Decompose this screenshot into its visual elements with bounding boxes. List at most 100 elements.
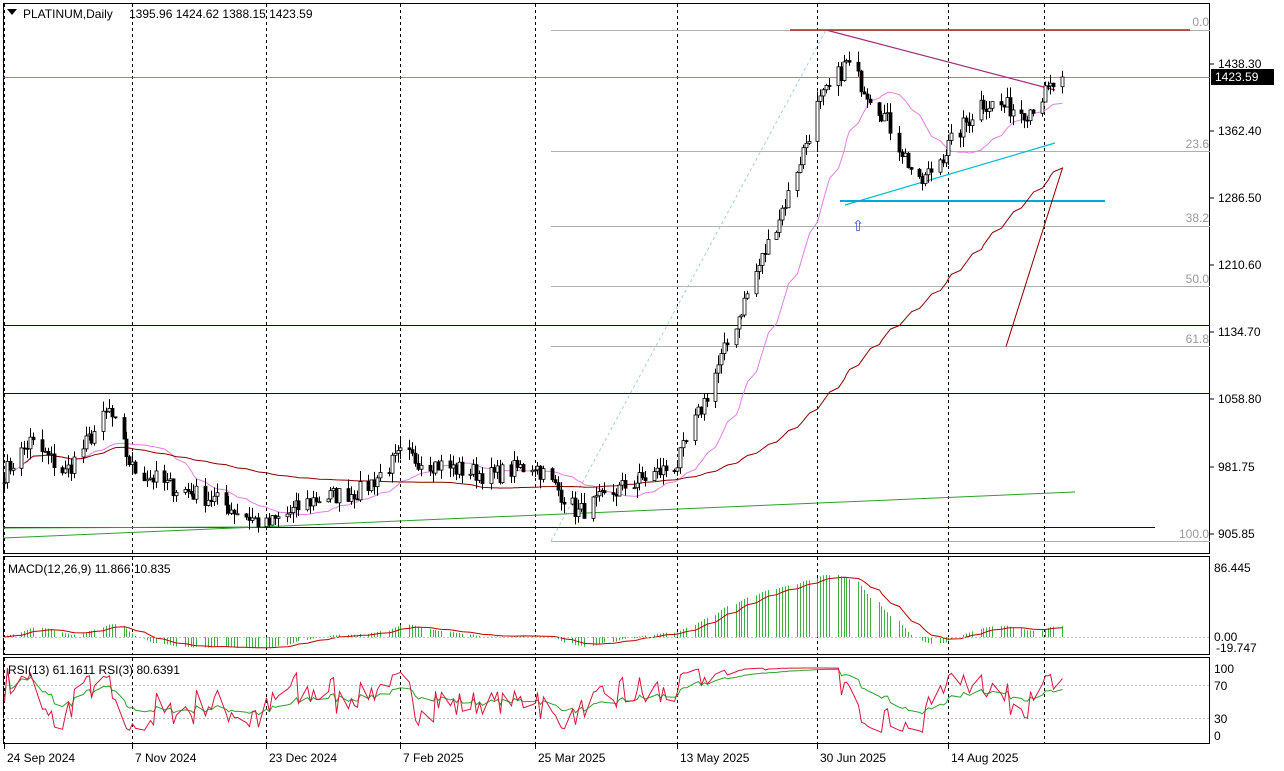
price-tick-label: 1362.40 [1218,124,1262,138]
candle [162,464,167,491]
candle [582,492,587,519]
candle [72,451,77,479]
candle [716,355,721,384]
candle [5,454,10,489]
candle [1051,82,1056,92]
candle [818,89,823,109]
candle [133,460,138,475]
time-tick-label: 23 Dec 2024 [269,751,337,765]
candle [999,93,1004,111]
time-tick-label: 24 Sep 2024 [7,751,75,765]
candle [766,229,771,255]
candle [288,505,293,519]
candle [1060,70,1065,94]
rsi-label: RSI(13) 61.1611 RSI(3) 80.6391 [8,663,180,677]
price-tick-label: 1134.70 [1218,325,1261,339]
candle [946,134,951,165]
candle [693,408,698,446]
candle [652,466,657,481]
candle [906,151,911,169]
candle [428,456,433,476]
fib-level-61: 61.8 [1186,332,1210,346]
candle [40,429,45,462]
candle [917,168,922,179]
candle [623,473,628,496]
candle [576,499,581,523]
candle [713,368,718,408]
candle [681,432,686,457]
ascending-support-line[interactable] [844,142,1056,206]
fibonacci-retracement[interactable]: 0.0 23.6 38.2 50.0 61.8 100.0 [550,15,1210,542]
candle [84,426,89,452]
macd-label: MACD(12,26,9) 11.866 10.835 [8,562,171,576]
candle [433,461,438,476]
candle [358,470,363,503]
candle [174,489,179,502]
descending-resistance-line[interactable] [825,29,1056,91]
candle [987,100,992,119]
candle [964,115,969,133]
candle [807,134,812,145]
candle [398,439,403,460]
rsi-pane [3,657,1210,744]
candle [591,495,596,522]
candle [81,439,86,464]
candle [378,463,383,482]
time-tick-label: 13 May 2025 [680,751,750,765]
candle [882,104,887,122]
candle [678,447,683,474]
triangle-down-icon[interactable] [7,9,17,15]
candle [407,439,412,460]
macd-signal-line [4,576,1063,649]
time-tick-label: 30 Jun 2025 [820,751,886,765]
moving-average-slow [24,167,1064,489]
price-tick-label: 1286.50 [1218,191,1262,205]
candle [961,110,966,147]
candle [46,447,51,465]
candle [110,405,115,427]
fib-level-38: 38.2 [1186,211,1210,225]
candle [550,467,555,482]
candle [859,69,864,97]
green-trendline-base[interactable] [2,526,249,529]
fib-level-23: 23.6 [1186,137,1210,151]
price-tick-label: 1210.60 [1218,258,1262,272]
candle [888,103,893,141]
candle [573,491,578,525]
candle [226,495,231,516]
candle [515,456,520,472]
candle [212,487,217,507]
price-tick-label: 905.85 [1218,527,1255,541]
candle [786,182,791,209]
candle [448,454,453,478]
candle [865,88,870,108]
candle [754,263,759,298]
green-trendline[interactable] [2,491,1076,539]
candle [981,95,986,114]
candle [990,101,995,112]
rsi-tick-70: 70 [1214,679,1228,693]
candle [235,503,240,516]
candle [31,432,36,445]
candle [640,466,645,481]
candle [489,457,494,490]
fib-level-50: 50.0 [1186,272,1210,286]
candle [734,328,739,348]
candle [824,83,829,94]
candle [203,477,208,513]
candle [856,51,861,77]
candle [19,441,24,476]
candle [393,444,398,463]
candle [232,508,237,525]
candle [154,460,159,488]
candle [52,443,57,477]
candle [122,413,127,440]
candle [113,416,118,419]
price-tick-label: 1058.80 [1218,392,1262,406]
candle [737,316,742,338]
candle [777,209,782,238]
candle [270,514,275,526]
candle [369,479,374,493]
candle [909,166,914,175]
